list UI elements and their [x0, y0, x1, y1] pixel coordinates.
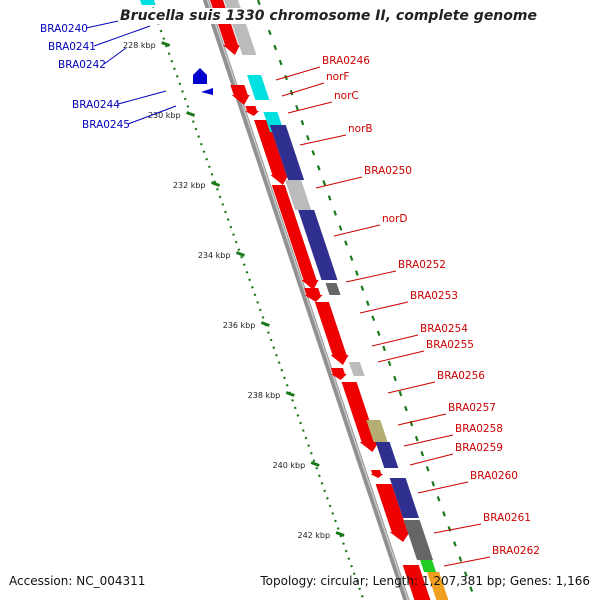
reverse-gene-label: BRA0240: [40, 23, 88, 35]
label-leader-lines: [85, 14, 491, 567]
forward-gene-leader: [333, 224, 381, 237]
forward-gene-label: BRA0261: [483, 512, 531, 524]
forward-gene-label: BRA0258: [455, 423, 503, 435]
ruler-tick: [186, 111, 196, 117]
forward-gene-block: [375, 484, 410, 542]
forward-gene-label: norF: [326, 71, 349, 83]
gene-block: [366, 420, 388, 442]
gene-block: [247, 75, 270, 100]
gene-labels: BRA0240 BRA0241 BRA0242 BRA0244 BRA0245 BRA02…: [40, 23, 540, 557]
forward-gene-label: BRA0259: [455, 442, 503, 454]
forward-gene-label: BRA0246: [322, 55, 370, 67]
gene-block: [420, 560, 437, 572]
gene-block: [285, 180, 312, 210]
reverse-gene-leader: [93, 25, 151, 47]
forward-gene-label: norC: [334, 90, 359, 102]
forward-gene-leader: [281, 82, 325, 97]
forward-gene-block: [402, 565, 431, 600]
forward-gene-leader: [315, 176, 363, 189]
forward-gene-leader: [359, 301, 409, 314]
reverse-gene-leader: [127, 105, 177, 125]
gene-block: [140, 0, 156, 5]
forward-gene-leader: [275, 66, 321, 81]
forward-gene-leader: [387, 381, 436, 394]
gene-block: [403, 520, 434, 560]
ruler-tick: [161, 41, 171, 47]
forward-gene-leader: [409, 453, 454, 466]
gene-block: [298, 210, 338, 280]
ruler-tick-label: 234 kbp: [198, 251, 231, 260]
forward-gene-block: [330, 368, 347, 380]
forward-strand-guide: [256, 0, 477, 600]
ruler-tick-label: 240 kbp: [273, 461, 306, 470]
forward-gene-label: norB: [348, 123, 373, 135]
forward-gene-label: BRA0257: [448, 402, 496, 414]
accession-text: Accession: NC_004311: [9, 574, 146, 588]
gene-block: [375, 442, 399, 468]
forward-gene-label: BRA0262: [492, 545, 540, 557]
forward-gene-block: [254, 120, 289, 185]
forward-gene-leader: [417, 481, 469, 494]
ruler-tick-label: 230 kbp: [148, 111, 181, 120]
ruler-tick: [335, 531, 345, 537]
gene-block: [427, 572, 449, 600]
forward-gene-leader: [377, 350, 425, 363]
forward-gene-block: [304, 288, 323, 302]
forward-gene-block: [341, 382, 379, 452]
map-title: Brucella suis 1330 chromosome II, comple…: [118, 8, 539, 24]
ruler-tick-label: 228 kbp: [123, 41, 156, 50]
forward-gene-label: BRA0256: [437, 370, 485, 382]
forward-gene-label: BRA0260: [470, 470, 518, 482]
reverse-gene-label: BRA0244: [72, 99, 120, 111]
reverse-gene-block: [193, 68, 207, 84]
reverse-gene-label: BRA0242: [58, 59, 106, 71]
forward-gene-label: BRA0252: [398, 259, 446, 271]
ruler-tick: [235, 251, 245, 257]
ruler-tick: [310, 461, 320, 467]
forward-gene-block: [271, 185, 319, 290]
forward-gene-block: [245, 106, 260, 116]
forward-gene-leader: [287, 101, 333, 114]
topology-text: Topology: circular; Length: 1,207,381 bp…: [260, 574, 590, 588]
forward-gene-block: [230, 85, 250, 105]
forward-gene-block: [370, 470, 384, 478]
forward-gene-block: [314, 302, 349, 365]
gene-block: [389, 478, 420, 518]
gene-block: [325, 283, 341, 295]
ruler-tick-label: 242 kbp: [297, 531, 330, 540]
forward-gene-leader: [433, 523, 482, 534]
forward-gene-leader: [443, 556, 491, 567]
ruler-tick: [210, 181, 221, 187]
ruler-tick-label: 236 kbp: [223, 321, 256, 330]
forward-gene-label: BRA0254: [420, 323, 468, 335]
gene-blocks: [140, 0, 449, 600]
reverse-gene-leader: [103, 47, 127, 65]
forward-gene-label: norD: [382, 213, 407, 225]
ruler-tick-label: 232 kbp: [173, 181, 206, 190]
forward-gene-leader: [397, 413, 447, 426]
forward-gene-label: BRA0253: [410, 290, 458, 302]
gene-block: [348, 362, 365, 376]
forward-gene-leader: [345, 270, 397, 283]
forward-gene-leader: [371, 334, 419, 347]
reverse-gene-block: [201, 88, 213, 95]
reverse-gene-label: BRA0241: [48, 41, 96, 53]
ruler-tick-label: 238 kbp: [248, 391, 281, 400]
ruler-tick: [285, 391, 295, 397]
forward-gene-leader: [299, 134, 347, 146]
forward-gene-label: BRA0255: [426, 339, 474, 351]
forward-gene-leader: [403, 434, 454, 447]
reverse-gene-label: BRA0245: [82, 119, 130, 131]
gene-block: [269, 125, 305, 180]
forward-gene-label: BRA0250: [364, 165, 412, 177]
ruler-ticks: 228 kbp 230 kbp 232 kbp 234 kbp 236 kbp 238 k…: [123, 0, 477, 600]
ruler-tick: [260, 321, 270, 327]
reverse-gene-leader: [117, 90, 167, 105]
